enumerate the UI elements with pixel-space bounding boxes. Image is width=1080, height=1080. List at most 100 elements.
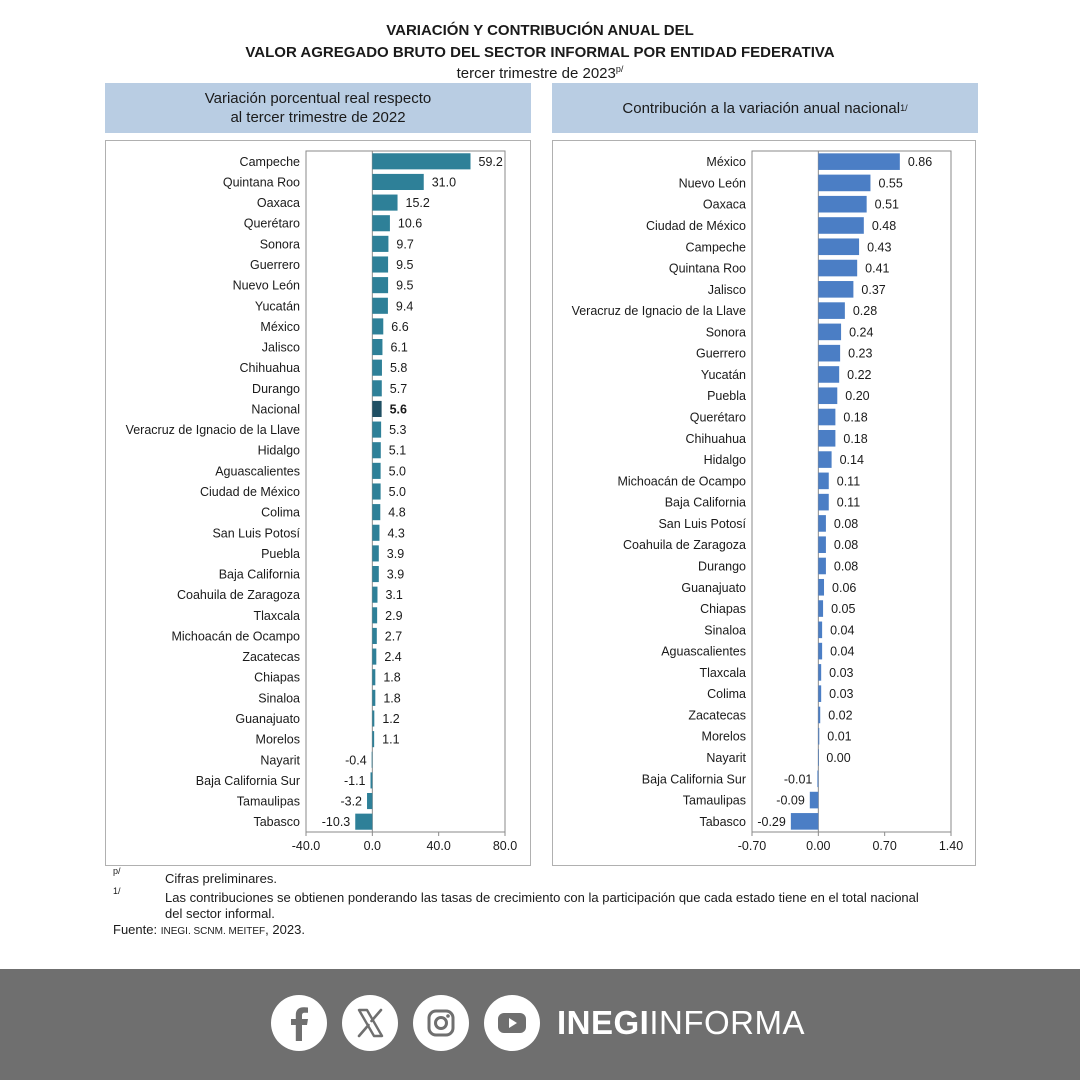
source-label: Fuente: (113, 922, 158, 937)
right-category-label: Zacatecas (688, 708, 746, 722)
right-data-label: 0.03 (829, 687, 853, 701)
left-category-label: Nacional (251, 402, 300, 416)
right-category-label: Coahuila de Zaragoza (623, 538, 746, 552)
right-bar (818, 536, 826, 554)
left-bar (372, 483, 381, 500)
right-data-label: 0.11 (837, 474, 860, 488)
right-category-label: Oaxaca (703, 198, 746, 212)
right-category-label: Aguascalientes (661, 645, 746, 659)
left-bar (372, 297, 388, 314)
left-data-label: 5.0 (389, 485, 406, 499)
right-category-label: Nayarit (706, 751, 746, 765)
left-data-label: 5.7 (390, 382, 407, 396)
left-data-label: 10.6 (398, 217, 422, 231)
left-tick-label: 0.0 (364, 839, 381, 853)
left-category-label: Baja California (219, 568, 300, 582)
left-category-label: Morelos (256, 733, 300, 747)
right-category-label: Sonora (706, 325, 746, 339)
youtube-icon[interactable] (484, 995, 540, 1051)
left-category-label: Ciudad de México (200, 485, 300, 499)
left-data-label: 15.2 (406, 196, 430, 210)
right-category-label: Tamaulipas (683, 794, 746, 808)
right-data-label: 0.37 (861, 283, 885, 297)
left-data-label: 9.4 (396, 299, 413, 313)
right-bar (790, 813, 819, 830)
right-category-label: Michoacán de Ocampo (617, 474, 746, 488)
right-bar (818, 451, 832, 468)
right-bar (818, 472, 829, 490)
left-data-label: 1.8 (383, 671, 400, 685)
left-bar (372, 194, 398, 211)
left-bar (372, 607, 378, 624)
right-category-label: México (706, 155, 746, 169)
right-bar (818, 578, 825, 596)
note-contribution-line2: del sector informal. (165, 906, 275, 921)
left-category-label: México (260, 320, 300, 334)
right-bar (818, 642, 823, 660)
left-category-label: Puebla (261, 547, 300, 561)
x-icon[interactable] (342, 995, 398, 1051)
right-bar (818, 174, 871, 192)
right-bar (818, 366, 840, 383)
facebook-icon[interactable] (271, 995, 327, 1051)
left-data-label: 1.1 (382, 733, 399, 747)
right-category-label: Guerrero (696, 347, 746, 361)
brand-bold: INEGI (557, 1004, 650, 1041)
right-data-label: 0.28 (853, 304, 877, 318)
right-bar (818, 195, 867, 213)
left-bar (372, 173, 424, 191)
right-bar (818, 727, 820, 745)
left-category-label: Campeche (240, 155, 300, 169)
right-category-label: Baja California (665, 496, 746, 510)
right-data-label: 0.24 (849, 325, 873, 339)
left-data-label: 5.6 (390, 402, 407, 416)
right-tick-label: 0.70 (872, 839, 896, 853)
right-category-label: Chiapas (700, 602, 746, 616)
left-data-label: -10.3 (322, 815, 351, 829)
inegi-informa-logo: INEGIINFORMA (557, 1004, 805, 1042)
right-bar (817, 770, 819, 788)
right-category-label: Sinaloa (704, 623, 746, 637)
right-data-label: 0.01 (827, 730, 851, 744)
chart-title-line1: VARIACIÓN Y CONTRIBUCIÓN ANUAL DEL (386, 22, 694, 39)
right-bar (818, 238, 860, 256)
right-bar (818, 387, 838, 405)
left-bar (372, 359, 382, 376)
left-bar (372, 524, 380, 541)
left-data-label: 9.5 (396, 279, 413, 293)
left-category-label: Chihuahua (240, 361, 301, 375)
right-data-label: 0.08 (834, 517, 858, 531)
left-bar (372, 565, 379, 583)
left-bar (372, 215, 390, 232)
left-data-label: 5.3 (389, 423, 406, 437)
right-bar (818, 153, 900, 170)
right-tick-label: 1.40 (939, 839, 963, 853)
right-bar (818, 621, 823, 639)
left-chart-frame (105, 140, 531, 866)
left-category-label: Coahuila de Zaragoza (177, 588, 300, 602)
source-year: , 2023. (265, 922, 305, 937)
right-category-label: Guanajuato (681, 581, 746, 595)
right-data-label: 0.48 (872, 219, 896, 233)
note-preliminary: Cifras preliminares. (165, 871, 277, 886)
right-category-label: Morelos (702, 730, 746, 744)
right-category-label: Colima (707, 687, 746, 701)
left-data-label: -1.1 (344, 774, 366, 788)
right-bar (809, 791, 819, 809)
left-bar (371, 751, 373, 768)
left-heading-line2: al tercer trimestre de 2022 (230, 109, 406, 126)
right-bar (818, 217, 864, 234)
left-category-label: Tlaxcala (253, 609, 300, 623)
left-bar (372, 277, 389, 294)
right-data-label: 0.22 (847, 368, 871, 382)
source-note: Fuente: INEGI. SCNM. MEITEF, 2023. (113, 922, 305, 937)
note-mark-1: 1/ (113, 886, 121, 896)
right-data-label: 0.18 (843, 411, 867, 425)
left-bar (372, 545, 379, 562)
left-data-label: 1.2 (382, 712, 399, 726)
instagram-icon[interactable] (413, 995, 469, 1051)
left-plot-area (305, 150, 506, 833)
right-category-label: Quintana Roo (669, 262, 746, 276)
right-bar (818, 259, 858, 277)
right-category-label: Durango (698, 559, 746, 573)
